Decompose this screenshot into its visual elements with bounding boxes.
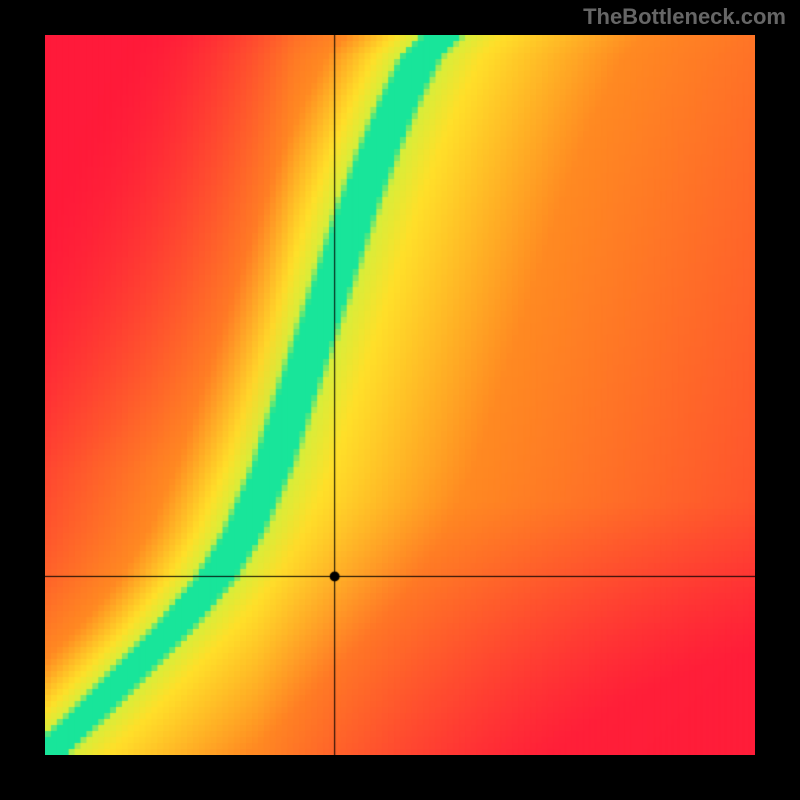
heatmap-canvas (45, 35, 755, 755)
chart-container: TheBottleneck.com (0, 0, 800, 800)
plot-area (45, 35, 755, 755)
watermark-text: TheBottleneck.com (583, 4, 786, 30)
